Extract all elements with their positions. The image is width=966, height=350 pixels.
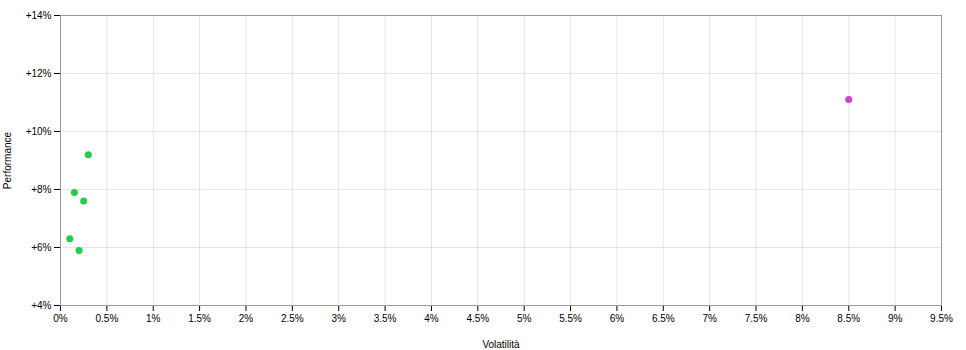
svg-text:+10%: +10% xyxy=(26,126,52,137)
svg-text:7%: 7% xyxy=(702,313,717,324)
svg-text:8%: 8% xyxy=(795,313,810,324)
svg-text:Performance: Performance xyxy=(2,131,13,189)
svg-text:1.5%: 1.5% xyxy=(188,313,211,324)
svg-text:7.5%: 7.5% xyxy=(745,313,768,324)
svg-text:Volatilità: Volatilità xyxy=(482,339,520,350)
svg-text:+4%: +4% xyxy=(31,300,51,311)
svg-text:5.5%: 5.5% xyxy=(559,313,582,324)
svg-text:+6%: +6% xyxy=(31,242,51,253)
svg-text:+14%: +14% xyxy=(26,10,52,21)
svg-text:3.5%: 3.5% xyxy=(374,313,397,324)
svg-text:3%: 3% xyxy=(331,313,346,324)
svg-text:9%: 9% xyxy=(888,313,903,324)
svg-text:2.5%: 2.5% xyxy=(281,313,304,324)
svg-text:+12%: +12% xyxy=(26,68,52,79)
svg-text:5%: 5% xyxy=(517,313,532,324)
svg-text:1%: 1% xyxy=(146,313,161,324)
svg-text:0%: 0% xyxy=(53,313,68,324)
svg-text:4%: 4% xyxy=(424,313,439,324)
svg-text:6%: 6% xyxy=(610,313,625,324)
svg-text:2%: 2% xyxy=(239,313,254,324)
svg-text:6.5%: 6.5% xyxy=(652,313,675,324)
svg-text:9.5%: 9.5% xyxy=(930,313,953,324)
svg-text:4.5%: 4.5% xyxy=(466,313,489,324)
svg-text:0.5%: 0.5% xyxy=(95,313,118,324)
svg-text:+8%: +8% xyxy=(31,184,51,195)
svg-text:8.5%: 8.5% xyxy=(837,313,860,324)
